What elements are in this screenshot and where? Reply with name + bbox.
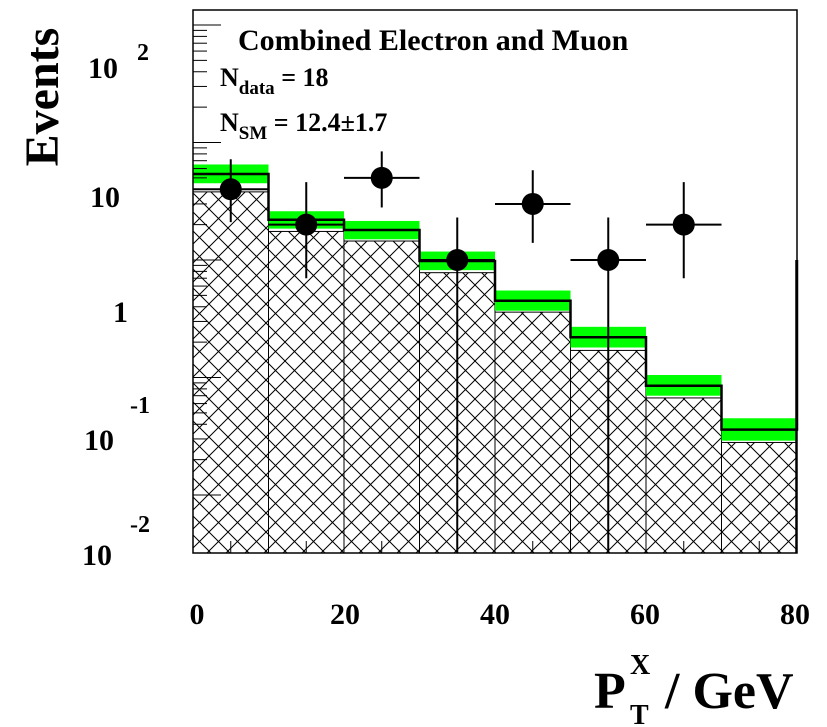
x-tick-labels: 0 20 40 60 80	[190, 598, 811, 631]
data-point	[521, 192, 544, 215]
annotation-n-sm-sub: SM	[239, 123, 268, 144]
y-axis-title: Events	[16, 28, 69, 167]
background-bar	[193, 191, 269, 553]
x-axis-ticks	[192, 531, 798, 553]
background-bar	[721, 442, 797, 553]
y-tick-labels: 10 2 10 1 10 -1 10 -2	[82, 40, 150, 572]
background-hatched-layer	[192, 191, 798, 554]
y-tick-label-0p1-exp: -1	[130, 393, 150, 419]
data-points-layer	[193, 151, 722, 553]
background-bar	[268, 231, 344, 553]
annotation-n-data-sub: data	[239, 78, 275, 99]
annotation-n-data-text: = 18	[275, 63, 329, 92]
background-bar	[646, 397, 722, 553]
annotation-n-sm-base: N	[220, 108, 239, 137]
y-tick-label-0p1: 10	[84, 424, 114, 457]
annotation-n-data-base: N	[220, 63, 239, 92]
annotation-n-sm: NSM = 12.4±1.7	[220, 108, 387, 144]
y-tick-label-100-exp: 2	[137, 40, 149, 66]
y-tick-label-0p01: 10	[82, 539, 112, 572]
x-tick-label-0: 0	[190, 598, 205, 631]
data-point	[219, 178, 242, 201]
x-axis-title-sup: X	[630, 650, 650, 681]
y-tick-label-10: 10	[90, 181, 120, 214]
x-tick-label-20: 20	[330, 598, 360, 631]
chart-title: Combined Electron and Muon	[238, 24, 629, 57]
y-tick-label-0p01-exp: -2	[130, 512, 150, 538]
data-point	[295, 213, 318, 236]
annotation-n-data: Ndata = 18	[220, 63, 329, 99]
background-bar	[495, 312, 571, 553]
data-point	[672, 213, 695, 236]
data-point	[370, 166, 393, 189]
x-axis-title-sub: T	[630, 700, 649, 727]
data-point	[446, 249, 469, 271]
x-axis-title-unit: / GeV	[652, 663, 794, 720]
data-point	[597, 249, 620, 271]
x-tick-label-80: 80	[780, 598, 810, 631]
x-tick-label-60: 60	[630, 598, 660, 631]
sm-total-layer	[193, 172, 799, 553]
x-tick-label-40: 40	[480, 598, 510, 631]
background-bar	[344, 241, 420, 554]
x-axis-title-main: P	[594, 663, 626, 720]
y-axis-ticks	[193, 24, 221, 496]
annotation-n-sm-text: = 12.4±1.7	[267, 108, 387, 137]
x-axis-title: P X T / GeV	[594, 650, 794, 727]
y-tick-label-100: 10	[88, 52, 118, 85]
y-tick-label-1: 1	[113, 296, 128, 329]
